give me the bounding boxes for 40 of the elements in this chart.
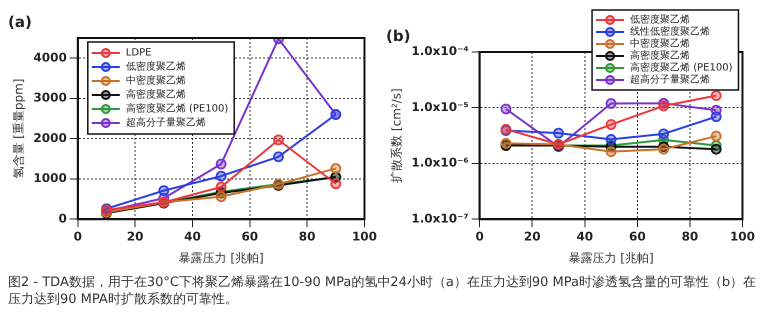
legend-label: 超高分子量聚乙烯 (126, 116, 206, 129)
x-tick-label: 0 (476, 230, 484, 244)
x-axis-title: 暴露压力 [兆帕] (568, 250, 654, 265)
legend-label: 高密度聚乙烯 (630, 50, 690, 62)
legend-label: 线性低密度聚乙烯 (630, 26, 710, 38)
x-tick-label: 20 (126, 230, 144, 244)
legend-label: 高密度聚乙烯 (126, 88, 186, 101)
legend-label: 高密度聚乙烯 (PE100) (630, 62, 733, 74)
chart-title: (a) (8, 12, 32, 31)
legend-label: 中密度聚乙烯 (630, 38, 690, 50)
y-tick-label: 3000 (33, 90, 67, 105)
legend-label: 高密度聚乙烯 (PE100) (126, 102, 228, 115)
x-tick-label: 80 (682, 230, 698, 244)
legend-label: 低密度聚乙烯 (126, 60, 186, 73)
chart-title: (b) (386, 26, 410, 45)
x-tick-label: 60 (629, 230, 646, 244)
legend-label: LDPE (126, 48, 152, 59)
y-tick-label: 1.0x10⁻⁴ (411, 44, 469, 58)
x-axis-title: 暴露压力 [兆帕] (178, 250, 264, 265)
x-tick-label: 20 (524, 230, 541, 244)
x-tick-label: 80 (298, 230, 316, 244)
x-tick-label: 100 (352, 230, 378, 244)
y-axis-title: 氢含量 [重量ppm] (11, 78, 26, 179)
y-tick-label: 2000 (33, 130, 67, 145)
caption: 图2 - TDA数据，用于在30°C下将聚乙烯暴露在10-90 MPa的氢中24小时（a）在压力达到90 MPa时渗透氢含量的可靠性（b）在压力达到90 MPA时扩散系数的可靠性。 (8, 274, 758, 308)
x-tick-label: 40 (576, 230, 594, 244)
y-axis-title: 扩散系数 [cm²/s] (389, 88, 404, 183)
y-tick-label: 0 (58, 211, 67, 226)
y-tick-label: 1.0x10⁻⁵ (411, 100, 469, 114)
legend-label: 中密度聚乙烯 (126, 74, 186, 87)
x-tick-label: 100 (730, 230, 756, 244)
y-tick-label: 1.0x10⁻⁷ (411, 211, 469, 226)
x-tick-label: 60 (241, 230, 258, 244)
y-tick-label: 1000 (33, 171, 67, 186)
y-tick-label: 1.0x10⁻⁶ (411, 156, 469, 170)
legend-label: 超高分子量聚乙烯 (630, 74, 710, 86)
x-tick-label: 40 (184, 230, 201, 244)
x-tick-label: 0 (74, 230, 82, 244)
y-tick-label: 4000 (33, 50, 67, 64)
legend-label: 低密度聚乙烯 (630, 14, 690, 26)
